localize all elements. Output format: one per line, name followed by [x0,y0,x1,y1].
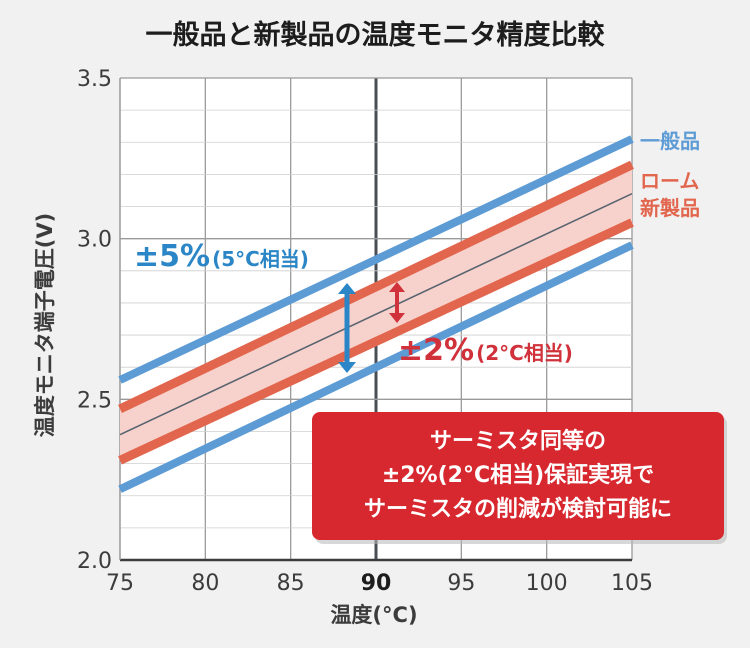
x-tick-label: 80 [191,571,219,596]
new-product-band [120,164,632,461]
y-tick-label: 3.5 [77,67,112,92]
x-tick-label: 105 [611,571,653,596]
series-center-line [119,192,633,436]
callout-line-1: サーミスタ同等の [430,428,606,454]
y-axis-label: 温度モニタ端子電圧(V) [33,213,57,437]
annotation-blue-sub: (5°C相当) [212,247,309,271]
red-range-arrow-head-down [389,313,405,323]
y-tick-label: 3.0 [77,228,112,253]
annotation-blue: ±5% (5°C相当) [134,239,309,274]
blue-range-arrow-head-up [338,283,356,294]
y-tick-label: 2.0 [77,549,112,574]
callout-background [312,412,724,540]
annotation-red-main: ±2% [398,333,474,368]
x-tick-label: 75 [106,571,134,596]
range-arrows [338,282,405,373]
chart-title: 一般品と新製品の温度モニタ精度比較 [146,19,606,51]
axis-ticks: 75 80 85 90 95 100 105 2.0 2.5 3.0 3.5 [77,67,653,596]
blue-range-arrow-head-down [338,362,356,373]
series-general-upper [118,135,634,384]
x-axis-label: 温度(°C) [330,603,417,627]
red-range-arrow [389,282,405,323]
annotation-red: ±2% (2°C相当) [398,333,573,368]
blue-range-arrow [338,283,356,373]
series-new-upper [118,160,634,414]
callout-box: サーミスタ同等の ±2%(2°C相当)保証実現で サーミスタの削減が検討可能に [312,412,727,544]
annotation-blue-main: ±5% [134,239,210,274]
callout-line-2: ±2%(2°C相当)保証実現で [382,462,654,488]
x-tick-label: 95 [447,571,475,596]
legend-new-line1: ローム [640,169,699,193]
x-tick-label: 90 [361,571,392,596]
x-tick-label: 85 [277,571,305,596]
legend-general: 一般品 [640,129,700,153]
y-tick-label: 2.5 [77,388,112,413]
series-new-lower [118,218,634,465]
red-range-arrow-head-up [389,282,405,292]
x-tick-label: 100 [526,571,568,596]
callout-line-3: サーミスタの削減が検討可能に [364,496,672,522]
series-lines [118,135,634,493]
annotation-red-sub: (2°C相当) [476,341,573,365]
series-general-lower [118,241,634,493]
legend-new-line2: 新製品 [640,196,700,220]
